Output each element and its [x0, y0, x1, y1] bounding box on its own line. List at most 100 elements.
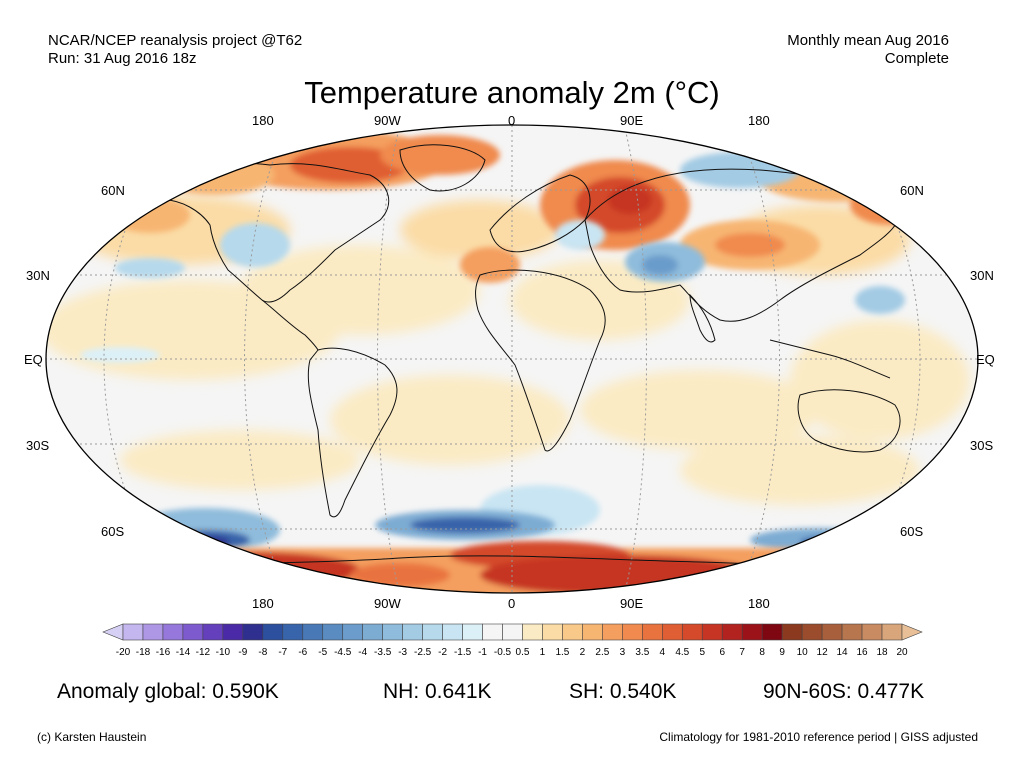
- lon-label-top: 90E: [620, 113, 644, 128]
- map-title: Temperature anomaly 2m (°C): [304, 75, 720, 110]
- colorbar-cell: [362, 623, 383, 641]
- lat-label-right: 30N: [970, 268, 994, 283]
- lat-label-right: EQ: [976, 352, 995, 367]
- colorbar-tick-label: 2.5: [595, 647, 609, 658]
- colorbar-cell: [582, 623, 603, 641]
- colorbar-tick-label: 9: [779, 647, 785, 658]
- run-label: Run: 31 Aug 2016 18z: [48, 50, 197, 67]
- colorbar-cell: [202, 623, 224, 641]
- colorbar-tick-label: -5: [318, 647, 327, 658]
- colorbar-labels: -20 -18 -16 -14 -12 -10 -9 -8 -7 -6 -5 -4.5 -4 -3.5 -3…: [116, 647, 908, 658]
- colorbar-cell: [222, 623, 244, 641]
- colorbar-tick-label: 2: [580, 647, 586, 658]
- colorbar-tick-label: 20: [896, 647, 908, 658]
- colorbar-cell: [282, 623, 304, 641]
- lon-label-bottom: 0: [508, 596, 516, 611]
- lon-label-bottom: 180: [252, 596, 274, 611]
- sh-anomaly: SH: 0.540K: [569, 680, 677, 703]
- lat-label-right: 60S: [900, 524, 924, 539]
- colorbar-tick-label: -9: [238, 647, 247, 658]
- lat-label-left: EQ: [24, 352, 43, 367]
- colorbar-tick-label: -0.5: [494, 647, 512, 658]
- colorbar-cell: [781, 623, 803, 641]
- colorbar-cell: [402, 623, 423, 641]
- colorbar-cell: [562, 623, 583, 641]
- colorbar-cell: [482, 623, 503, 641]
- colorbar-tick-label: -3.5: [374, 647, 392, 658]
- colorbar-tick-label: -16: [156, 647, 171, 658]
- colorbar-cell: [642, 623, 663, 641]
- colorbar-cell: [881, 623, 903, 641]
- lat-label-left: 60S: [101, 524, 125, 539]
- colorbar-tick-label: -8: [258, 647, 267, 658]
- colorbar-tick-label: -20: [116, 647, 131, 658]
- colorbar-cell: [602, 623, 623, 641]
- colorbar-tick-label: -1: [478, 647, 487, 658]
- colorbar-cell: [622, 623, 643, 641]
- lat-label-right: 30S: [970, 438, 994, 453]
- colorbar-tick-label: -6: [298, 647, 307, 658]
- colorbar-cell: [382, 623, 403, 641]
- colorbar-cells: [102, 623, 923, 641]
- colorbar-tick-label: 4.5: [675, 647, 689, 658]
- colorbar-cell: [502, 623, 523, 641]
- globe-outline: [45, 124, 979, 594]
- colorbar-cell: [242, 623, 264, 641]
- colorbar-tick-label: 4: [660, 647, 666, 658]
- colorbar-tick-label: 10: [797, 647, 809, 658]
- lat-label-left: 30N: [26, 268, 50, 283]
- colorbar-tick-label: 1: [540, 647, 546, 658]
- colorbar-tick-label: -10: [216, 647, 231, 658]
- period-label: Monthly mean Aug 2016: [787, 32, 949, 49]
- climatology-note: Climatology for 1981-2010 reference peri…: [659, 730, 978, 744]
- colorbar-cell: [681, 623, 703, 641]
- colorbar-cell: [701, 623, 723, 641]
- colorbar-tick-label: -2.5: [414, 647, 432, 658]
- colorbar-cell: [542, 623, 563, 641]
- colorbar-cell: [162, 623, 184, 641]
- colorbar-tick-label: -18: [136, 647, 151, 658]
- global-anomaly: Anomaly global: 0.590K: [57, 680, 279, 703]
- colorbar-tick-label: 3: [620, 647, 626, 658]
- lat-label-left: 30S: [26, 438, 50, 453]
- credit-text: (c) Karsten Haustein: [37, 730, 147, 744]
- graticule: [46, 125, 978, 593]
- colorbar-tick-label: 3.5: [635, 647, 649, 658]
- colorbar-cell: [342, 623, 363, 641]
- colorbar-cell: [322, 623, 344, 641]
- arctic-anomaly: 90N-60S: 0.477K: [763, 680, 925, 703]
- colorbar-tick-label: 16: [856, 647, 868, 658]
- lat-label-right: 60N: [900, 183, 924, 198]
- colorbar-tick-label: -1.5: [454, 647, 472, 658]
- colorbar-cell: [122, 623, 144, 641]
- colorbar-cell: [841, 623, 863, 641]
- lon-label-bottom: 180: [748, 596, 770, 611]
- colorbar-cell: [801, 623, 823, 641]
- completeness-label: Complete: [884, 50, 949, 67]
- colorbar-cell: [741, 623, 763, 641]
- colorbar-cell: [182, 623, 204, 641]
- colorbar-tick-label: 12: [817, 647, 829, 658]
- colorbar-tick-label: -7: [278, 647, 287, 658]
- lon-label-top: 180: [748, 113, 770, 128]
- colorbar-cell: [462, 623, 483, 641]
- source-label: NCAR/NCEP reanalysis project @T62: [48, 32, 303, 49]
- colorbar-cell: [262, 623, 284, 641]
- lat-label-left: 60N: [101, 183, 125, 198]
- lon-label-top: 90W: [374, 113, 401, 128]
- colorbar-tick-label: 1.5: [555, 647, 569, 658]
- colorbar-tick-label: 5: [699, 647, 705, 658]
- colorbar-cell: [422, 623, 443, 641]
- siberia-warm-anomaly: [460, 160, 820, 283]
- lon-label-top: 0: [508, 113, 516, 128]
- colorbar-cell: [142, 623, 164, 641]
- colorbar-cell: [442, 623, 463, 641]
- colorbar-tick-label: -3: [398, 647, 407, 658]
- colorbar-tick-label: -14: [176, 647, 191, 658]
- colorbar-tick-label: -2: [438, 647, 447, 658]
- colorbar-arrow-low: [102, 623, 124, 641]
- lon-label-top: 180: [252, 113, 274, 128]
- colorbar-tick-label: 18: [876, 647, 888, 658]
